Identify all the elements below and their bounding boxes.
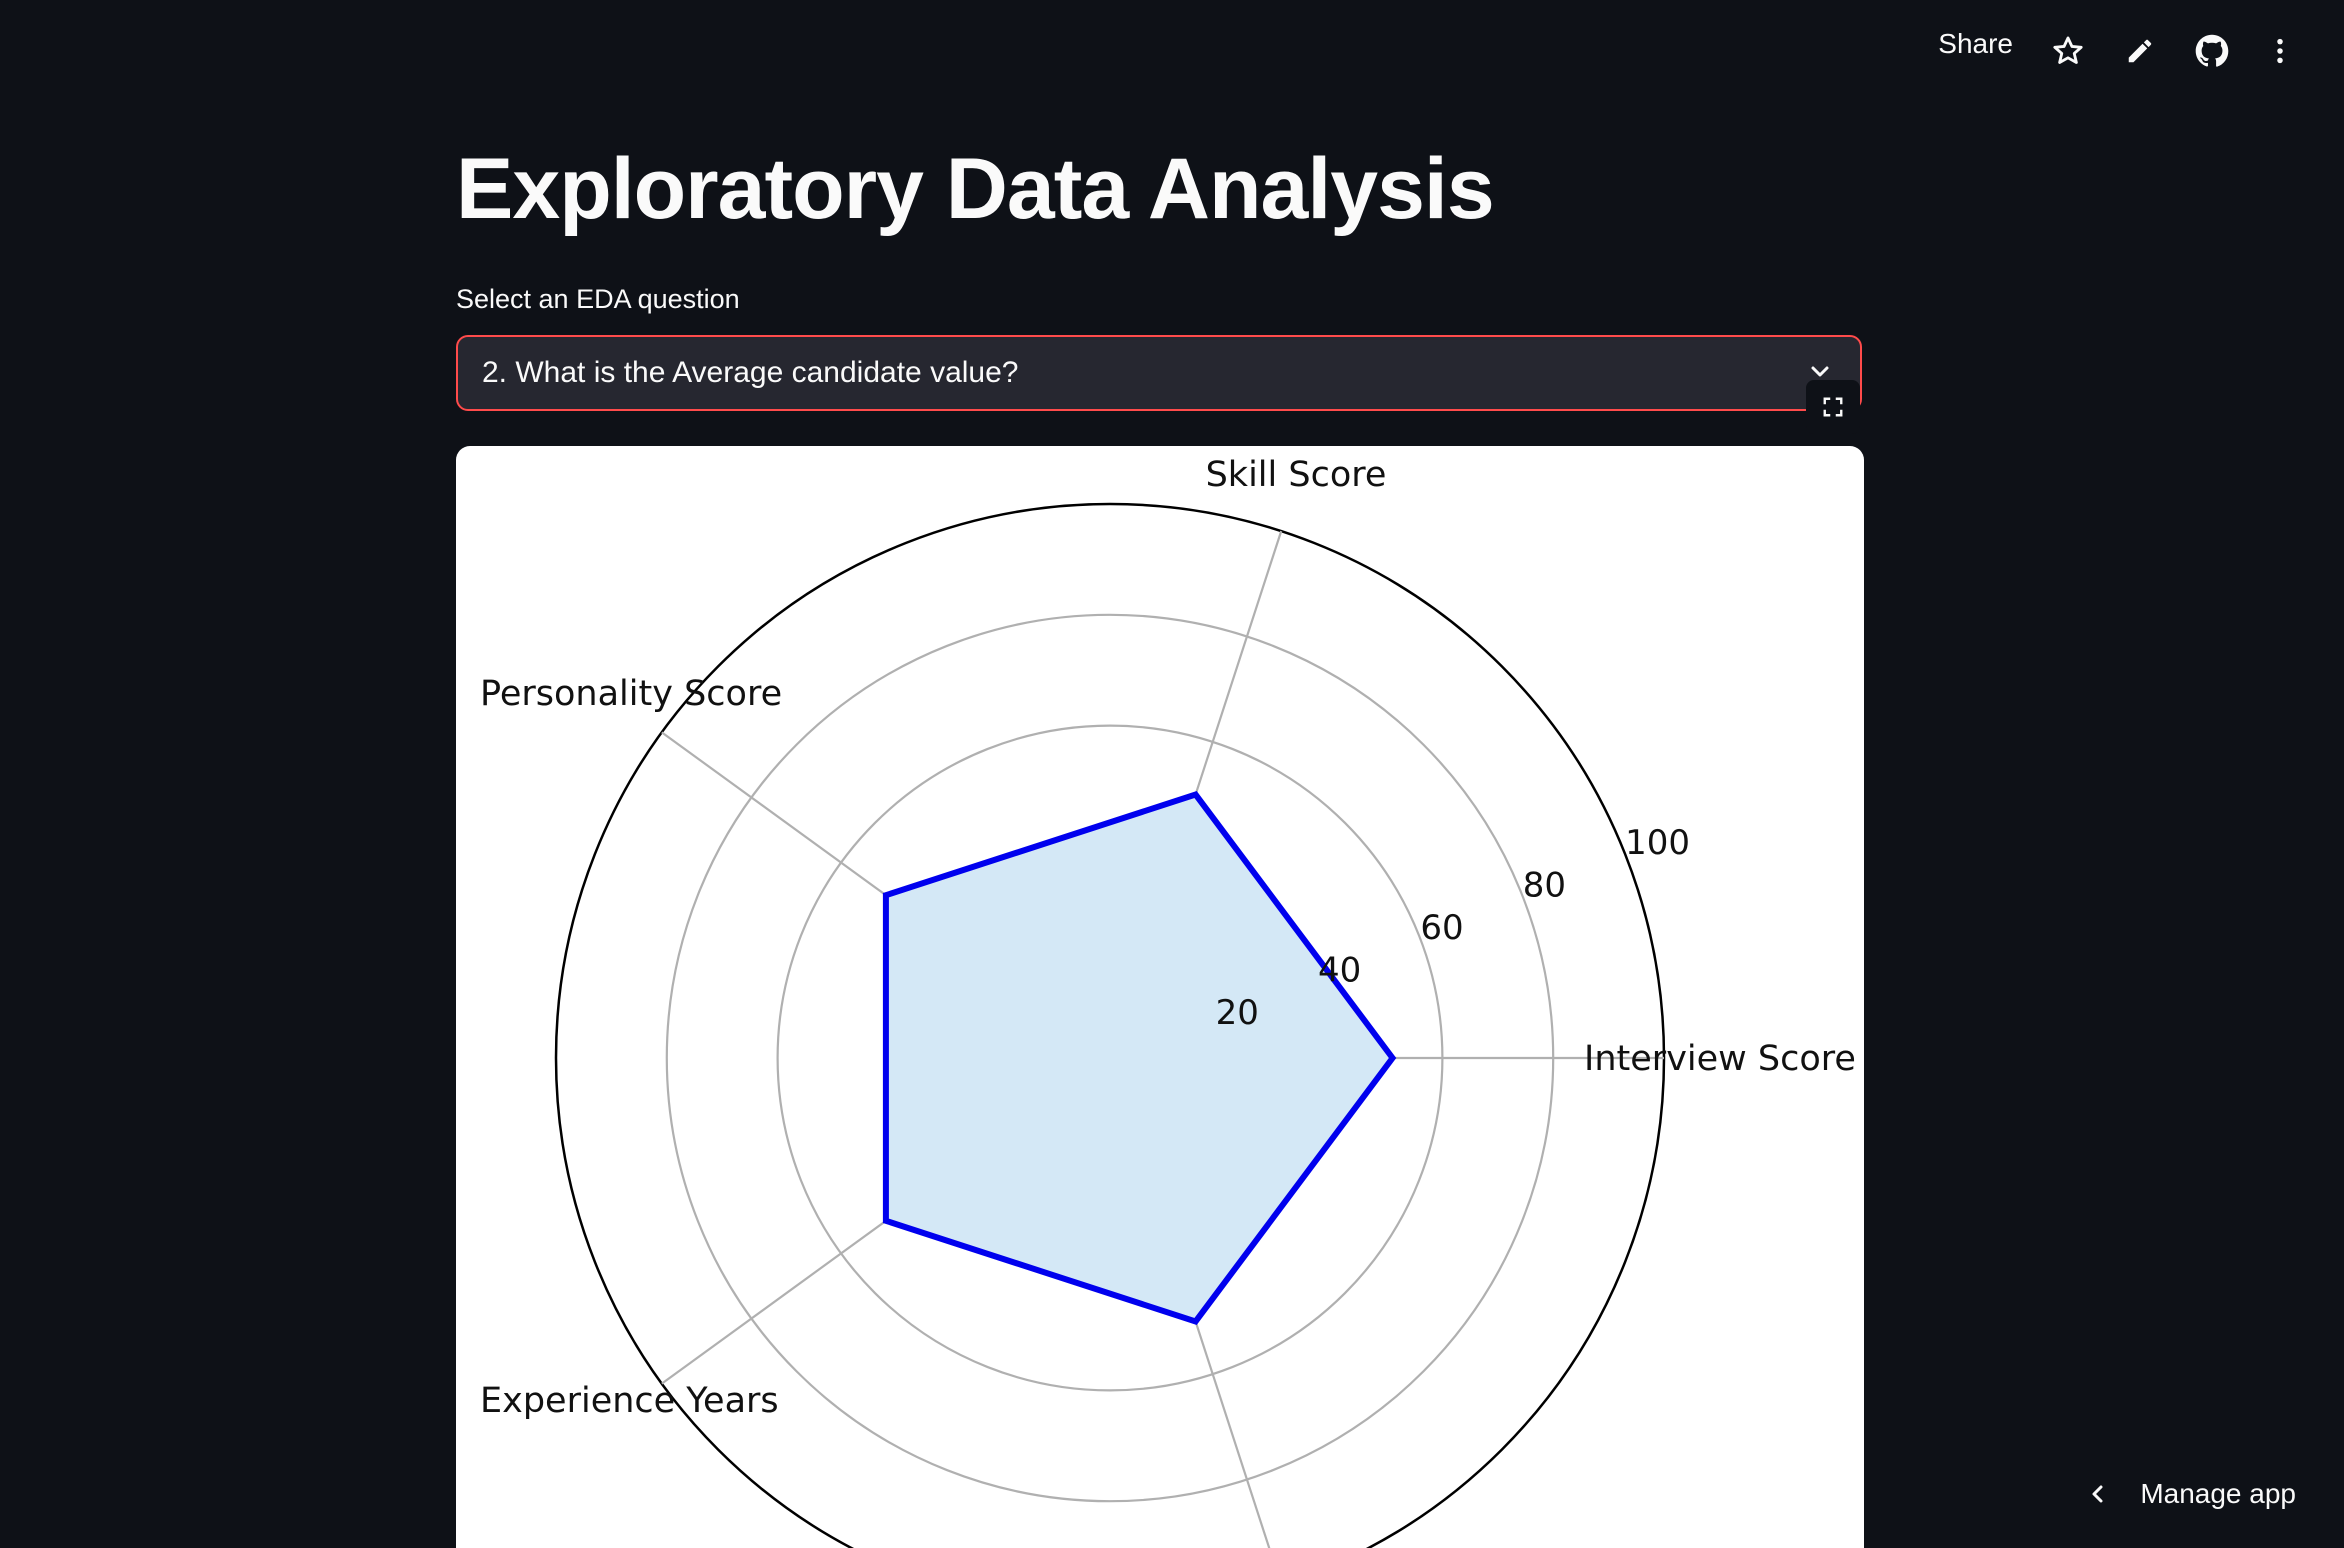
radar-tick-label: 40: [1318, 950, 1361, 990]
edit-button[interactable]: [2112, 23, 2168, 79]
fullscreen-icon: [1823, 397, 1843, 417]
star-icon: [2053, 36, 2083, 64]
main-menu-button[interactable]: [2252, 23, 2308, 79]
github-button[interactable]: [2184, 23, 2240, 79]
manage-app-button[interactable]: Manage app: [2086, 1466, 2296, 1522]
eda-question-select[interactable]: 2. What is the Average candidate value?: [456, 335, 1862, 411]
select-label: Select an EDA question: [456, 284, 740, 314]
fullscreen-button[interactable]: [1806, 380, 1860, 434]
github-icon: [2195, 34, 2229, 67]
select-value: 2. What is the Average candidate value?: [482, 356, 1019, 389]
chevron-down-icon: [1811, 366, 1829, 377]
radar-tick-label: 60: [1420, 908, 1463, 948]
radar-series-line: [882, 791, 1397, 1325]
radar-category-label: Experience Years: [480, 1381, 779, 1421]
radar-category-label: Personality Score: [480, 674, 782, 714]
radar-category-label: Skill Score: [1206, 455, 1387, 495]
radar-tick-label: 80: [1523, 866, 1566, 906]
more-vertical-icon: [2277, 38, 2283, 64]
radar-tick-label: 100: [1625, 823, 1690, 863]
page-title: Exploratory Data Analysis: [456, 141, 1495, 237]
radar-tick-label: 20: [1216, 993, 1259, 1033]
chart-card: 20 40 60 80 100 Interview Score Skill Score Per…: [456, 446, 1864, 1548]
share-button[interactable]: Share: [1938, 28, 2013, 59]
manage-app-label: Manage app: [2140, 1478, 2296, 1509]
radar-series-fill: [885, 794, 1393, 1322]
radar-category-label: Interview Score: [1584, 1039, 1856, 1079]
star-button[interactable]: [2040, 23, 2096, 79]
chevron-left-icon: [2092, 1485, 2103, 1503]
radar-chart: 20 40 60 80 100 Interview Score Skill Score Per…: [480, 455, 1856, 1548]
pencil-icon: [2128, 39, 2152, 63]
